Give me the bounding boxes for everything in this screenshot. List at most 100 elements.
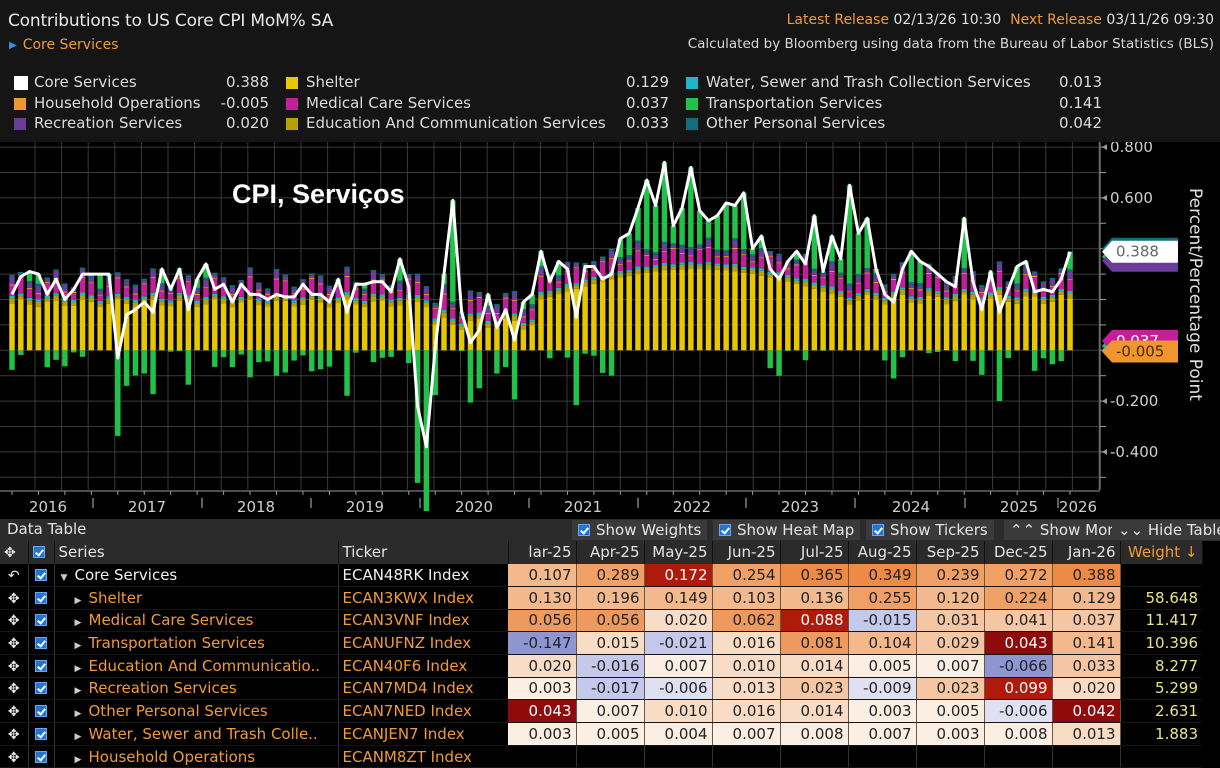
row-checkbox[interactable] — [28, 563, 55, 587]
table-row[interactable]: ✥ ▶ Recreation Services ECAN7MD4 Index 0.003… — [0, 677, 1202, 701]
row-checkbox[interactable] — [28, 631, 55, 655]
header-month[interactable]: Apr-25 — [576, 541, 645, 564]
row-handle[interactable]: ✥ — [0, 609, 29, 633]
table-row[interactable]: ✥ ▶ Household Operations ECANM8ZT Index — [0, 745, 1202, 768]
series-cell[interactable]: ▶ Water, Sewer and Trash Colle.. — [54, 722, 338, 746]
move-icon[interactable]: ✥ — [7, 636, 20, 653]
series-cell[interactable]: ▶ Medical Care Services — [54, 609, 338, 633]
bar-segment — [370, 293, 377, 297]
bar-segment — [520, 325, 527, 330]
collapse-triangle-icon[interactable]: ▼ — [60, 572, 68, 583]
row-checkbox[interactable] — [28, 586, 55, 610]
header-month[interactable]: Dec-25 — [984, 541, 1053, 564]
row-handle[interactable]: ✥ — [0, 745, 29, 768]
table-row[interactable]: ✥ ▶ Transportation Services ECANUFNZ Index -… — [0, 631, 1202, 655]
move-icon[interactable]: ✥ — [7, 613, 20, 630]
expand-triangle-icon[interactable]: ▶ — [74, 663, 82, 674]
table-row[interactable]: ✥ ▶ Medical Care Services ECAN3VNF Index 0.0… — [0, 609, 1202, 633]
bar-segment — [26, 281, 33, 284]
series-selector[interactable]: ▶ Core Services — [9, 37, 119, 53]
series-cell[interactable]: ▶ Other Personal Services — [54, 699, 338, 723]
bar-segment — [979, 304, 985, 351]
expand-triangle-icon[interactable]: ▶ — [74, 754, 82, 765]
series-cell[interactable]: ▶ Education And Communicatio.. — [54, 654, 338, 678]
table-row[interactable]: ✥ ▶ Education And Communicatio.. ECAN40F6 I… — [0, 654, 1202, 678]
bar-segment — [547, 350, 553, 359]
row-handle[interactable]: ✥ — [0, 654, 29, 678]
move-icon[interactable]: ✥ — [7, 704, 20, 721]
expand-triangle-icon[interactable]: ▶ — [74, 595, 82, 606]
series-name: Core Services — [74, 565, 178, 584]
series-cell[interactable]: ▶ Transportation Services — [54, 631, 338, 655]
bar-segment — [1049, 301, 1056, 351]
move-icon[interactable]: ✥ — [7, 726, 20, 743]
header-move-icon[interactable]: ✥ — [0, 541, 29, 564]
show-tickers-toggle[interactable]: Show Tickers — [866, 520, 994, 540]
header-month[interactable]: Sep-25 — [916, 541, 985, 564]
bar-segment — [864, 267, 870, 271]
value-cell: 0.015 — [576, 631, 645, 655]
series-cell[interactable]: ▶ Recreation Services — [54, 677, 338, 701]
row-checkbox[interactable] — [28, 609, 55, 633]
header-month[interactable]: Jul-25 — [780, 541, 849, 564]
row-handle[interactable]: ✥ — [0, 722, 29, 746]
bar-segment — [785, 262, 791, 269]
hide-table-button[interactable]: ⌄⌄ Hide Table — [1112, 520, 1220, 540]
show-heat-map-toggle[interactable]: Show Heat Map — [713, 520, 861, 540]
row-checkbox[interactable] — [28, 722, 55, 746]
bar-segment — [599, 350, 606, 373]
move-icon[interactable]: ✥ — [7, 749, 20, 766]
bar-segment — [661, 243, 668, 252]
header-month[interactable]: Jun-25 — [712, 541, 781, 564]
move-icon[interactable]: ✥ — [7, 590, 20, 607]
header-ticker[interactable]: Ticker — [337, 541, 509, 564]
row-handle[interactable]: ✥ — [0, 631, 29, 655]
expand-triangle-icon[interactable]: ▶ — [74, 686, 82, 697]
x-tick-label: 2018 — [237, 498, 275, 516]
header-series[interactable]: Series — [54, 541, 339, 564]
table-row[interactable]: ✥ ▶ Other Personal Services ECAN7NED Index 0… — [0, 699, 1202, 723]
table-row[interactable]: ✥ ▶ Shelter ECAN3KWX Index 0.130 0.196 0.149 0.… — [0, 586, 1202, 610]
table-row[interactable]: ✥ ▶ Water, Sewer and Trash Colle.. ECANJEN7… — [0, 722, 1202, 746]
row-checkbox[interactable] — [28, 677, 55, 701]
row-checkbox[interactable] — [28, 745, 55, 768]
bar-segment — [494, 327, 500, 351]
bar-segment — [705, 248, 712, 262]
table-row[interactable]: ↶ ▼ Core Services ECAN48RK Index 0.107 0.289 0… — [0, 563, 1202, 587]
bar-segment — [741, 269, 747, 273]
bar-segment — [167, 292, 174, 294]
bar-segment — [467, 320, 474, 351]
expand-triangle-icon[interactable]: ▶ — [74, 641, 82, 652]
move-icon[interactable]: ✥ — [7, 658, 20, 675]
bar-segment — [899, 289, 906, 295]
header-select-all-checkbox[interactable] — [28, 541, 55, 564]
header-month[interactable]: May-25 — [644, 541, 713, 564]
header-month[interactable]: lar-25 — [508, 541, 577, 564]
header-month[interactable]: Jan-26 — [1052, 541, 1121, 564]
row-handle[interactable]: ↶ — [0, 563, 29, 587]
bar-segment — [608, 250, 615, 258]
bar-segment — [26, 283, 33, 288]
bar-segment — [908, 289, 915, 297]
show-more-button[interactable]: ⌃⌃ Show More — [1004, 520, 1129, 540]
bar-segment — [820, 273, 826, 278]
expand-triangle-icon[interactable]: ▶ — [74, 618, 82, 629]
bar-segment — [194, 287, 200, 290]
header-weight-sort[interactable]: Weight ↓ — [1120, 541, 1203, 564]
series-cell[interactable]: ▼ Core Services — [54, 563, 338, 587]
series-cell[interactable]: ▶ Household Operations — [54, 745, 338, 768]
undo-icon[interactable]: ↶ — [7, 567, 20, 584]
expand-triangle-icon[interactable]: ▶ — [74, 731, 82, 742]
header-month[interactable]: Aug-25 — [848, 541, 917, 564]
bar-segment — [732, 247, 738, 250]
row-checkbox[interactable] — [28, 654, 55, 678]
row-handle[interactable]: ✥ — [0, 586, 29, 610]
series-cell[interactable]: ▶ Shelter — [54, 586, 338, 610]
row-handle[interactable]: ✥ — [0, 699, 29, 723]
expand-triangle-icon[interactable]: ▶ — [74, 709, 82, 720]
bar-segment — [696, 244, 703, 247]
row-handle[interactable]: ✥ — [0, 677, 29, 701]
row-checkbox[interactable] — [28, 699, 55, 723]
show-weights-toggle[interactable]: Show Weights — [572, 520, 708, 540]
move-icon[interactable]: ✥ — [7, 681, 20, 698]
